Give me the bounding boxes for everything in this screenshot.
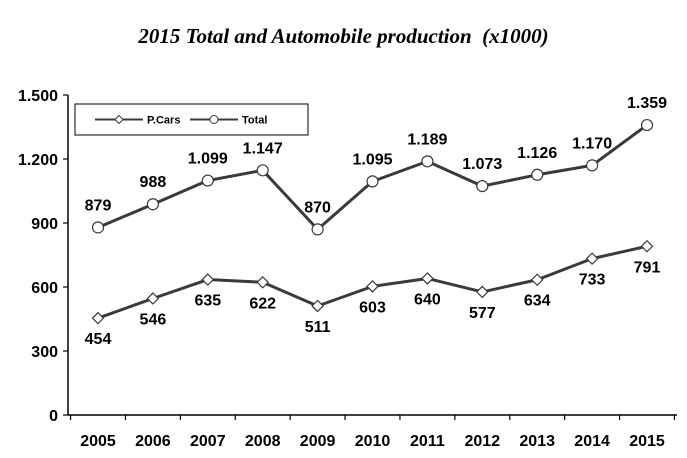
data-point-diamond (366, 280, 379, 293)
legend-marker-circle (209, 115, 219, 124)
legend-marker-diamond (114, 114, 124, 125)
y-tick-label: 1.200 (18, 152, 58, 169)
x-tick-label: 2008 (245, 433, 281, 450)
data-label: 1.170 (572, 135, 612, 152)
data-point-circle (91, 221, 105, 234)
x-tick-label: 2013 (519, 433, 555, 450)
data-label: 546 (140, 312, 167, 329)
data-label: 577 (469, 305, 496, 322)
x-tick-label: 2007 (190, 433, 226, 450)
data-point-circle (256, 164, 269, 177)
chart-title: 2015 Total and Automobile production (x1… (138, 24, 549, 48)
data-point-diamond (585, 252, 599, 265)
data-label: 1.095 (352, 151, 392, 168)
x-tick-label: 2006 (135, 433, 171, 450)
data-label: 622 (249, 295, 276, 312)
data-point-diamond (421, 272, 434, 285)
data-point-circle (201, 174, 214, 187)
data-point-diamond (91, 311, 105, 325)
y-tick-label: 900 (31, 216, 58, 233)
data-label: 870 (304, 199, 331, 216)
data-point-circle (476, 179, 489, 193)
data-label: 640 (414, 291, 441, 308)
x-tick-label: 2012 (465, 433, 501, 450)
data-label: 879 (85, 197, 112, 214)
data-point-diamond (640, 239, 654, 253)
data-point-diamond (530, 273, 544, 287)
y-tick-label: 300 (31, 344, 58, 361)
y-tick-label: 0 (49, 408, 58, 425)
data-point-circle (366, 175, 379, 188)
data-point-circle (421, 155, 434, 168)
y-tick-label: 1.500 (18, 88, 58, 105)
y-tick-label: 600 (31, 280, 58, 297)
data-point-diamond (311, 299, 324, 313)
legend: P.Cars Total (74, 103, 309, 136)
data-label: 1.359 (627, 95, 667, 112)
data-label: 1.147 (243, 140, 283, 157)
data-point-circle (640, 118, 654, 132)
data-label: 791 (634, 259, 661, 276)
data-point-circle (585, 159, 599, 172)
x-tick-label: 2010 (355, 433, 391, 450)
x-tick-label: 2009 (300, 433, 336, 450)
data-point-diamond (201, 273, 215, 286)
x-tick-label: 2011 (410, 433, 445, 450)
data-label: 603 (359, 299, 386, 316)
data-label: 733 (579, 272, 606, 289)
data-label: 635 (194, 293, 221, 310)
series-markers (91, 118, 654, 325)
x-tick-label: 2015 (629, 433, 665, 450)
legend-label: Total (242, 115, 267, 127)
x-tick-label: 2005 (80, 433, 116, 450)
data-point-circle (311, 223, 324, 236)
data-label: 454 (85, 331, 112, 348)
data-point-circle (146, 198, 159, 211)
data-label: 1.189 (407, 131, 447, 148)
legend-label: P.Cars (147, 115, 180, 127)
data-point-diamond (146, 292, 160, 305)
data-label: 1.099 (188, 151, 228, 168)
data-label: 1.073 (462, 156, 502, 173)
data-point-circle (531, 168, 544, 181)
data-point-diamond (256, 275, 270, 289)
data-labels: 454 546 635 622 511 603 640 577 634 733 791 879 988 1… (85, 95, 667, 348)
x-tick-label: 2014 (574, 433, 610, 450)
data-label: 1.126 (517, 145, 557, 162)
data-label: 988 (140, 174, 167, 191)
data-label: 634 (524, 293, 551, 310)
axes: 0 300 600 900 1.200 1.500 2005 2006 2007 2008 2009… (18, 88, 677, 450)
data-label: 511 (305, 319, 331, 336)
data-point-diamond (475, 285, 489, 299)
